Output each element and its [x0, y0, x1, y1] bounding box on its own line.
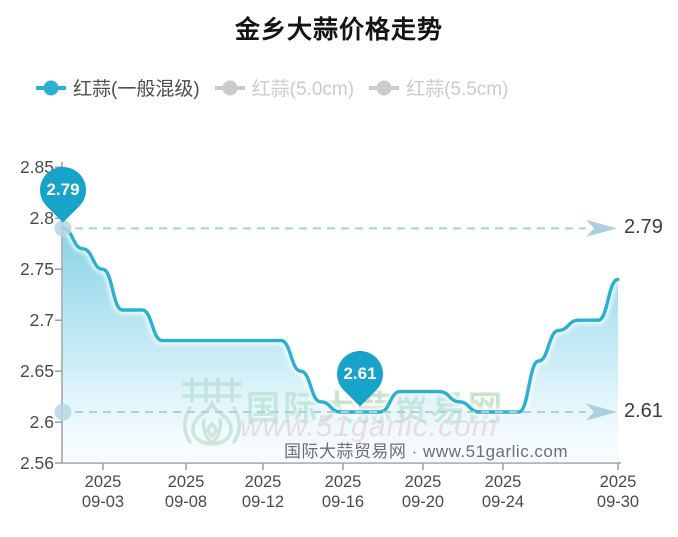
y-axis-tick-label: 2.65	[19, 361, 54, 382]
x-axis-tick-label: 2025 09-03	[81, 473, 125, 511]
legend-item-red-garlic-mixed[interactable]: 红蒜(一般混级)	[36, 74, 200, 101]
min-price-value: 2.61	[343, 363, 377, 383]
x-axis-tick-label: 2025 09-30	[596, 473, 640, 511]
page-title: 金乡大蒜价格走势	[234, 16, 443, 44]
x-axis-tick-label: 2025 09-20	[401, 473, 445, 511]
line-dot-legend-icon	[214, 80, 245, 95]
x-axis-tick-label: 2025 09-16	[321, 473, 365, 511]
x-axis-tick-label: 2025 09-24	[481, 473, 525, 511]
legend-label: 红蒜(一般混级)	[73, 79, 200, 100]
max-reference-label: 2.79	[624, 216, 663, 239]
y-axis-tick-label: 2.7	[29, 310, 54, 331]
y-axis-tick-label: 2.8	[29, 208, 54, 229]
line-dot-legend-icon	[36, 80, 66, 95]
x-axis-tick-label: 2025 09-12	[241, 473, 285, 511]
x-axis-tick-label: 2025 09-08	[164, 473, 208, 511]
min-reference-label: 2.61	[624, 400, 663, 422]
y-axis-tick-label: 2.75	[19, 259, 54, 280]
y-axis-tick-label: 2.56	[19, 453, 54, 473]
watermark-footer-text: 国际大蒜贸易网 · www.51garlic.com	[283, 442, 569, 461]
arrow-right-icon	[586, 219, 617, 237]
arrow-right-icon	[586, 403, 617, 421]
line-dot-legend-icon	[369, 80, 400, 95]
max-price-value: 2.79	[46, 179, 80, 199]
y-axis-tick-label: 2.85	[19, 157, 54, 178]
legend: 红蒜(一般混级) 红蒜(5.0cm) 红蒜(5.5cm)	[36, 74, 508, 101]
legend-label: 红蒜(5.0cm)	[251, 79, 355, 100]
max-price-marker-pin[interactable]: 2.79	[30, 157, 96, 223]
legend-item-red-garlic-5-5cm[interactable]: 红蒜(5.5cm)	[369, 74, 508, 101]
legend-label: 红蒜(5.5cm)	[406, 79, 509, 100]
legend-item-red-garlic-5cm[interactable]: 红蒜(5.0cm)	[214, 74, 355, 101]
y-axis-tick-label: 2.6	[29, 412, 54, 433]
